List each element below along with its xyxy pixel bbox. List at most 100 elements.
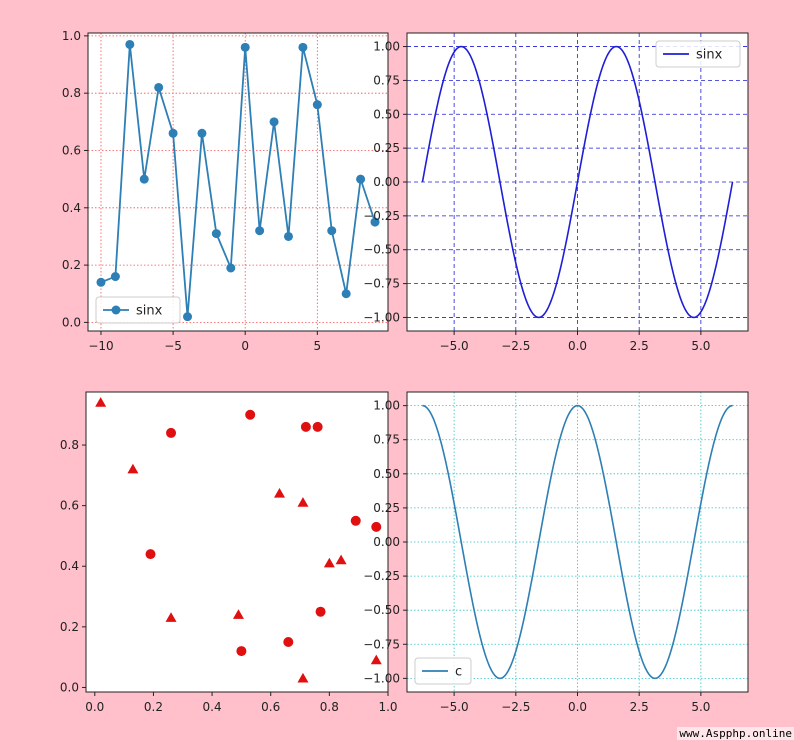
legend: sinx [655, 40, 741, 68]
x-tick-label: 5.0 [691, 339, 710, 353]
x-tick-label: −5.0 [440, 339, 469, 353]
scatter-point-circle [245, 409, 256, 420]
scatter-point-circle [312, 421, 323, 432]
scatter-point-triangle [232, 609, 244, 619]
x-tick-label: 0.0 [568, 339, 587, 353]
data-point [341, 289, 351, 299]
axes-frame [85, 391, 389, 693]
scatter-point-triangle [95, 397, 107, 407]
y-tick-label: 0.25 [373, 501, 400, 515]
scatter-point-circle [350, 515, 361, 526]
plot-area [88, 33, 388, 331]
data-point [226, 263, 236, 273]
y-tick-label: 0.75 [373, 433, 400, 447]
scatter-point-circle [315, 606, 326, 617]
x-tick-label: 0.0 [85, 700, 104, 714]
x-tick-label: −2.5 [501, 339, 530, 353]
y-tick-label: 0.75 [373, 73, 400, 87]
legend-box [655, 40, 741, 68]
x-tick-label: 0.0 [568, 700, 587, 714]
scatter-point-circle [166, 427, 177, 438]
y-tick-label: −0.50 [363, 243, 400, 257]
scatter-point-triangle [297, 672, 309, 683]
series-line-sin [421, 45, 734, 319]
y-tick-label: −0.25 [363, 569, 400, 583]
x-tick-label: 0 [241, 339, 249, 353]
y-tick-label: 0.8 [62, 86, 81, 100]
y-tick-label: 0.6 [62, 143, 81, 157]
y-tick-label: −1.00 [363, 671, 400, 685]
data-layer [422, 404, 733, 680]
data-point [327, 226, 337, 236]
data-point [240, 42, 250, 52]
data-point [139, 174, 149, 184]
plot-area [86, 392, 388, 692]
data-layer [421, 45, 734, 319]
legend-label: sinx [696, 48, 723, 63]
y-tick-label: 0.4 [60, 559, 79, 573]
x-tick-label: 5 [314, 339, 322, 353]
y-tick-label: −0.75 [363, 637, 400, 651]
x-tick-label: 0.2 [144, 700, 163, 714]
x-tick-label: −5 [164, 339, 182, 353]
series-line [100, 44, 376, 317]
scatter-point-triangle [370, 654, 382, 665]
data-point [312, 100, 322, 110]
scatter-point-circle [300, 421, 311, 432]
x-tick-label: −5.0 [440, 700, 469, 714]
scatter-point-circle [145, 549, 156, 560]
x-tick-label: −2.5 [501, 700, 530, 714]
data-point [269, 117, 279, 127]
scatter-point-triangle [274, 488, 286, 498]
x-tick-label: 0.4 [203, 700, 222, 714]
x-tick-label: 0.6 [261, 700, 280, 714]
series-line-cos [422, 404, 733, 680]
scatter-point-triangle [335, 554, 347, 565]
y-tick-label: 0.2 [60, 620, 79, 634]
data-point [370, 217, 380, 227]
data-point [183, 312, 193, 322]
y-tick-label: 0.50 [373, 107, 400, 121]
data-point [356, 174, 366, 184]
data-point [255, 226, 265, 236]
x-tick-label: 0.8 [320, 700, 339, 714]
legend: sinx [95, 296, 181, 324]
data-point [283, 231, 293, 241]
data-point [110, 272, 120, 282]
y-tick-label: 0.00 [373, 175, 400, 189]
x-tick-label: 1.0 [378, 700, 397, 714]
y-tick-label: 0.8 [60, 438, 79, 452]
y-tick-label: 0.0 [60, 680, 79, 694]
y-tick-label: 0.6 [60, 499, 79, 513]
legend-label: c [455, 665, 462, 680]
y-tick-label: 1.0 [62, 29, 81, 43]
x-tick-label: −10 [88, 339, 113, 353]
subplot-top-left: −10 −5 0 5 0.0 0.2 0.4 0.6 0.8 1.0 sinx [62, 29, 389, 353]
data-point [125, 39, 135, 49]
watermark-text: www.Aspphp.online [677, 727, 794, 740]
y-tick-label: 0.25 [373, 141, 400, 155]
data-point [96, 277, 106, 287]
axes-frame [87, 32, 389, 332]
data-point [154, 82, 164, 92]
scatter-point-circle [283, 637, 294, 647]
scatter-point-triangle [297, 497, 309, 507]
data-layer [95, 397, 382, 683]
x-tick-label: 5.0 [691, 700, 710, 714]
subplot-bottom-right: −5.0 −2.5 0.0 2.5 5.0 1.00 0.75 0.50 0.25 0.00 −0.… [363, 391, 749, 714]
data-point [197, 128, 207, 138]
data-point [168, 128, 178, 138]
y-tick-label: 1.00 [373, 40, 400, 54]
y-tick-label: 0.00 [373, 535, 400, 549]
x-tick-label: 2.5 [630, 700, 649, 714]
y-tick-label: 0.4 [62, 201, 81, 215]
subplot-bottom-left: 0.0 0.2 0.4 0.6 0.8 1.0 0.0 0.2 0.4 0.6 0.8 [60, 391, 398, 714]
scatter-point-circle [371, 521, 382, 532]
y-tick-label: 1.00 [373, 399, 400, 413]
data-layer [96, 39, 380, 322]
y-tick-label: 0.50 [373, 467, 400, 481]
subplot-top-right: −5.0 −2.5 0.0 2.5 5.0 1.00 0.75 0.50 0.25 0.00 −0.… [363, 32, 749, 353]
plot-area [407, 392, 748, 692]
y-tick-label: 0.0 [62, 315, 81, 329]
